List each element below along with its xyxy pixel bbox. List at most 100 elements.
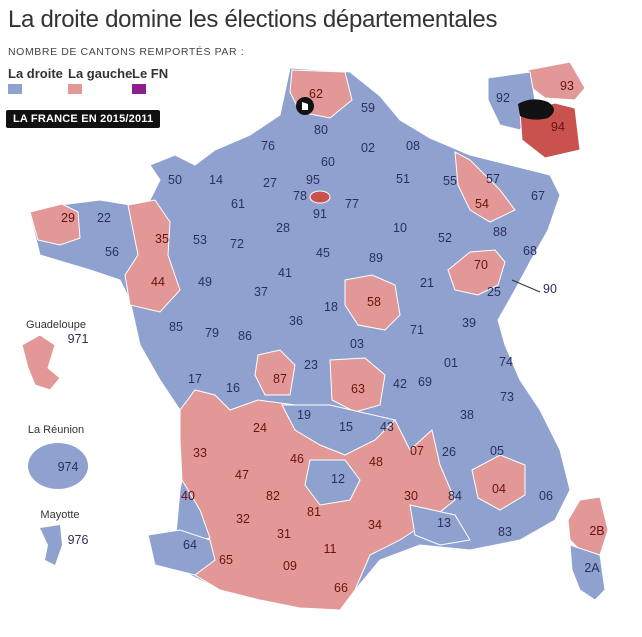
idf-inset	[487, 61, 586, 159]
dept-54-gauche[interactable]	[454, 151, 516, 223]
dept-63-gauche[interactable]	[329, 357, 386, 413]
dept-label-18: 18	[324, 300, 338, 314]
reunion-shape[interactable]	[28, 443, 88, 489]
paris-75[interactable]	[518, 99, 554, 120]
dept-64-droite[interactable]	[147, 529, 216, 576]
dept-label-94: 94	[551, 120, 565, 134]
dept-label-65: 65	[219, 553, 233, 567]
dept-label-84: 84	[448, 489, 462, 503]
dept-label-08: 08	[406, 139, 420, 153]
guadeloupe-label: Guadeloupe	[26, 319, 86, 331]
dept-label-78: 78	[293, 189, 307, 203]
guadeloupe-shape[interactable]	[21, 334, 61, 391]
dept-label-66: 66	[334, 581, 348, 595]
dept-label-83: 83	[498, 525, 512, 539]
dept-93-gauche[interactable]	[527, 61, 586, 101]
mayotte-code: 976	[68, 533, 89, 547]
dept-label-46: 46	[290, 452, 304, 466]
dept-label-45: 45	[316, 246, 330, 260]
legend-label-fn: Le FN	[132, 66, 169, 81]
dept-label-59: 59	[361, 101, 375, 115]
mayotte-shape[interactable]	[40, 525, 62, 565]
dept-label-93: 93	[560, 79, 574, 93]
map-title: La droite domine les élections départeme…	[8, 6, 498, 33]
dept-label-58: 58	[367, 295, 381, 309]
dept-label-06: 06	[539, 489, 553, 503]
period-badge[interactable]: LA FRANCE EN 2015/2011	[6, 110, 161, 128]
dept-04-gauche[interactable]	[471, 454, 526, 511]
mayotte-label: Mayotte	[40, 509, 79, 521]
dept-label-13: 13	[437, 516, 451, 530]
guadeloupe-code: 971	[68, 332, 89, 346]
dept-label-90: 90	[543, 282, 557, 296]
dept-29-gauche[interactable]	[29, 203, 81, 246]
dept-label-70: 70	[474, 258, 488, 272]
dept-label-52: 52	[438, 231, 452, 245]
paris-marker[interactable]	[309, 190, 331, 204]
dept-label-82: 82	[266, 489, 280, 503]
corsica-2A[interactable]	[569, 544, 606, 601]
dept-label-05: 05	[490, 444, 504, 458]
dept-label-86: 86	[238, 329, 252, 343]
dept-label-38: 38	[460, 408, 474, 422]
dept-label-02: 02	[361, 141, 375, 155]
dept-87-gauche[interactable]	[254, 349, 296, 396]
dept-label-64: 64	[183, 538, 197, 552]
dept-label-19: 19	[297, 408, 311, 422]
dept-label-44: 44	[151, 275, 165, 289]
dept-label-47: 47	[235, 468, 249, 482]
dept-label-35: 35	[155, 232, 169, 246]
dept-label-14: 14	[209, 173, 223, 187]
dept-label-10: 10	[393, 221, 407, 235]
dept-label-76: 76	[261, 139, 275, 153]
dept-12-droite[interactable]	[304, 459, 361, 506]
dept-19-15-43-droite[interactable]	[281, 404, 396, 456]
dept-90-pointer	[511, 279, 541, 293]
dept-label-33: 33	[193, 446, 207, 460]
dept-label-91: 91	[313, 207, 327, 221]
dept-label-2A: 2A	[584, 561, 600, 575]
dept-label-26: 26	[442, 445, 456, 459]
dept-label-95: 95	[306, 173, 320, 187]
dept-label-07: 07	[410, 444, 424, 458]
hand-cursor-icon	[296, 97, 314, 115]
dept-label-34: 34	[368, 518, 382, 532]
dept-label-27: 27	[263, 176, 277, 190]
dept-label-50: 50	[168, 173, 182, 187]
dept-58-gauche[interactable]	[344, 274, 401, 331]
dept-label-16: 16	[226, 381, 240, 395]
dept-label-04: 04	[492, 482, 506, 496]
dept-label-15: 15	[339, 420, 353, 434]
dept-label-17: 17	[188, 372, 202, 386]
dept-label-79: 79	[205, 326, 219, 340]
dept-70-gauche[interactable]	[447, 249, 506, 296]
dept-label-40: 40	[181, 489, 195, 503]
dept-label-53: 53	[193, 233, 207, 247]
dept-label-39: 39	[462, 316, 476, 330]
dept-label-71: 71	[410, 323, 424, 337]
dept-label-69: 69	[418, 375, 432, 389]
dept-label-56: 56	[105, 245, 119, 259]
dept-label-88: 88	[493, 225, 507, 239]
dept-label-57: 57	[486, 172, 500, 186]
dept-label-22: 22	[97, 211, 111, 225]
dept-label-60: 60	[321, 155, 335, 169]
dept-label-41: 41	[278, 266, 292, 280]
dept-label-54: 54	[475, 197, 489, 211]
dept-label-11: 11	[324, 542, 337, 556]
legend-label-gauche: La gauche	[68, 66, 133, 81]
dept-35-44-gauche[interactable]	[124, 199, 181, 313]
dept-label-89: 89	[369, 251, 383, 265]
dept-label-51: 51	[396, 172, 410, 186]
dept-label-92: 92	[496, 91, 510, 105]
dept-label-85: 85	[169, 320, 183, 334]
dept-label-63: 63	[351, 382, 365, 396]
dept-label-36: 36	[289, 314, 303, 328]
legend-label-droite: La droite	[8, 66, 63, 81]
dept-label-09: 09	[283, 559, 297, 573]
dept-label-30: 30	[404, 489, 418, 503]
dept-label-29: 29	[61, 211, 75, 225]
dept-13-droite[interactable]	[409, 504, 471, 546]
dept-label-87: 87	[273, 372, 287, 386]
dept-label-77: 77	[345, 197, 359, 211]
